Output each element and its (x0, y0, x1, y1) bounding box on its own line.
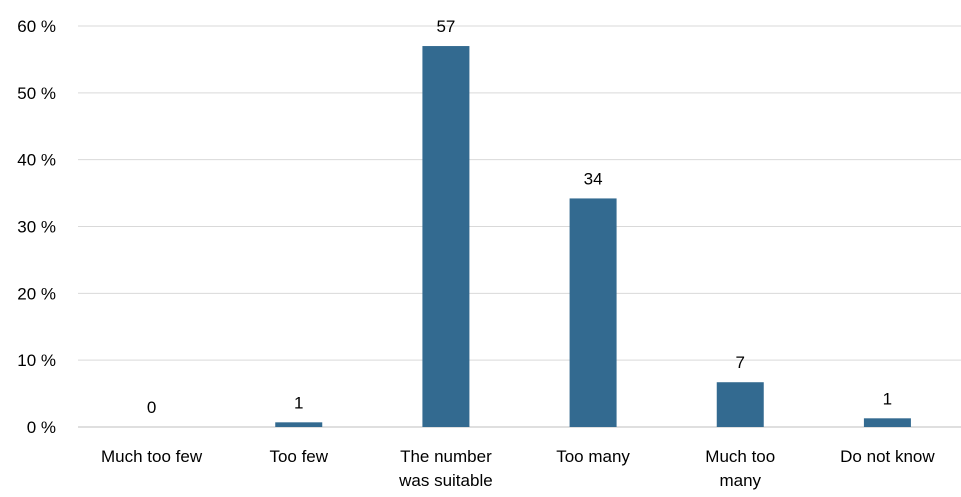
data-label: 34 (584, 169, 603, 188)
category-label-line: Too many (556, 447, 630, 466)
category-label-line: Too few (269, 447, 328, 466)
category-label: The number was suitable (398, 447, 493, 490)
bars (275, 46, 911, 428)
category-label: Too few (269, 447, 328, 466)
bar (569, 198, 617, 427)
y-axis-tick-labels: 0 % 10 % 20 % 30 % 40 % 50 % 60 % (17, 17, 56, 437)
gridlines (78, 25, 961, 428)
category-label-line: many (719, 471, 761, 490)
data-label: 7 (736, 353, 745, 372)
category-label-line: was suitable (398, 471, 493, 490)
data-label: 1 (294, 393, 303, 412)
y-tick-label: 10 % (17, 351, 56, 370)
y-tick-label: 50 % (17, 84, 56, 103)
category-label: Too many (556, 447, 630, 466)
category-label-line: The number (400, 447, 492, 466)
y-tick-label: 20 % (17, 284, 56, 303)
y-tick-label: 40 % (17, 151, 56, 170)
bar (863, 418, 911, 427)
data-label: 0 (147, 398, 156, 417)
y-tick-label: 0 % (27, 418, 56, 437)
y-tick-label: 30 % (17, 218, 56, 237)
data-labels: 0 1 57 34 7 1 (147, 17, 892, 417)
data-label: 57 (436, 17, 455, 36)
category-label-line: Much too few (101, 447, 203, 466)
bar (275, 422, 323, 427)
category-label-line: Much too (705, 447, 775, 466)
y-tick-label: 60 % (17, 17, 56, 36)
bar (422, 46, 470, 428)
data-label: 1 (883, 389, 892, 408)
category-label: Do not know (840, 447, 935, 466)
category-labels: Much too few Too few The number was suitabl… (101, 447, 935, 490)
category-label: Much too few (101, 447, 203, 466)
category-label-line: Do not know (840, 447, 935, 466)
category-label: Much too many (705, 447, 775, 490)
bar (716, 382, 764, 427)
